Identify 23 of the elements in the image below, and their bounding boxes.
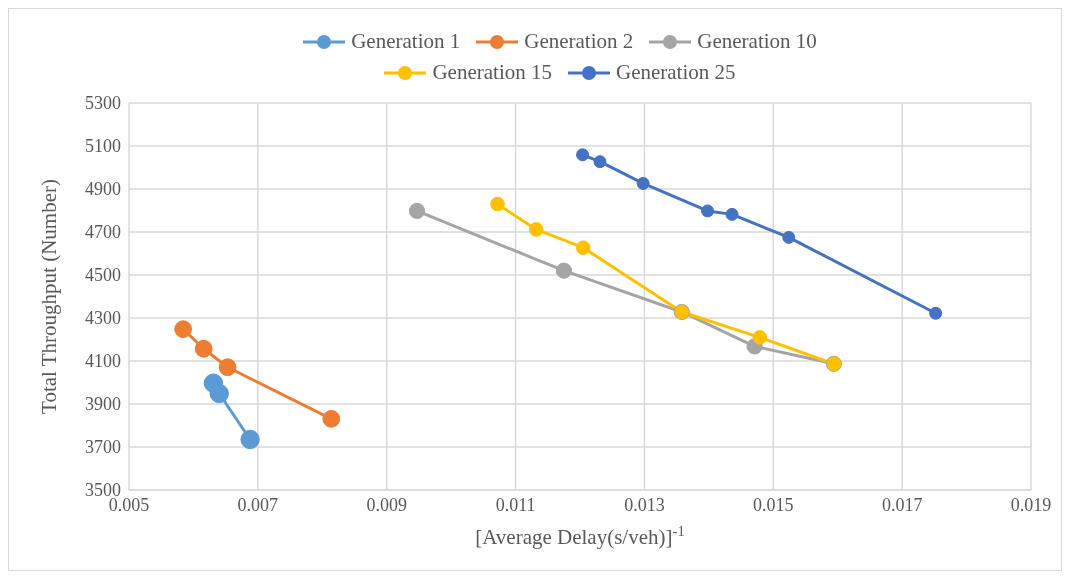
x-tick-label: 0.009 xyxy=(366,494,407,515)
legend-label: Generation 25 xyxy=(616,60,736,85)
y-tick-label: 4700 xyxy=(85,222,121,243)
y-tick-label: 4100 xyxy=(85,351,121,372)
y-tick-label: 4500 xyxy=(85,265,121,286)
y-tick-label: 5300 xyxy=(85,93,121,114)
x-tick-label: 0.011 xyxy=(495,494,536,515)
x-tick-label: 0.015 xyxy=(753,494,794,515)
legend-label: Generation 10 xyxy=(697,29,817,54)
y-tick-label: 4300 xyxy=(85,308,121,329)
legend-label: Generation 2 xyxy=(524,29,634,54)
x-tick-label: 0.017 xyxy=(881,494,923,515)
y-tick-label: 3700 xyxy=(85,437,121,458)
y-tick-label: 4900 xyxy=(85,179,121,200)
x-axis-title: [Average Delay(s/veh)]$^{-1}$ xyxy=(475,523,685,549)
y-tick-label: 3900 xyxy=(85,394,121,415)
legend-label: Generation 15 xyxy=(432,60,552,85)
y-tick-label: 5100 xyxy=(85,136,121,157)
x-tick-label: 0.019 xyxy=(1010,494,1052,515)
x-tick-label: 0.013 xyxy=(624,494,665,515)
legend-label: Generation 1 xyxy=(351,29,461,54)
x-tick-label: 0.007 xyxy=(237,494,279,515)
y-axis-title: Total Throughput (Number) xyxy=(37,179,62,414)
